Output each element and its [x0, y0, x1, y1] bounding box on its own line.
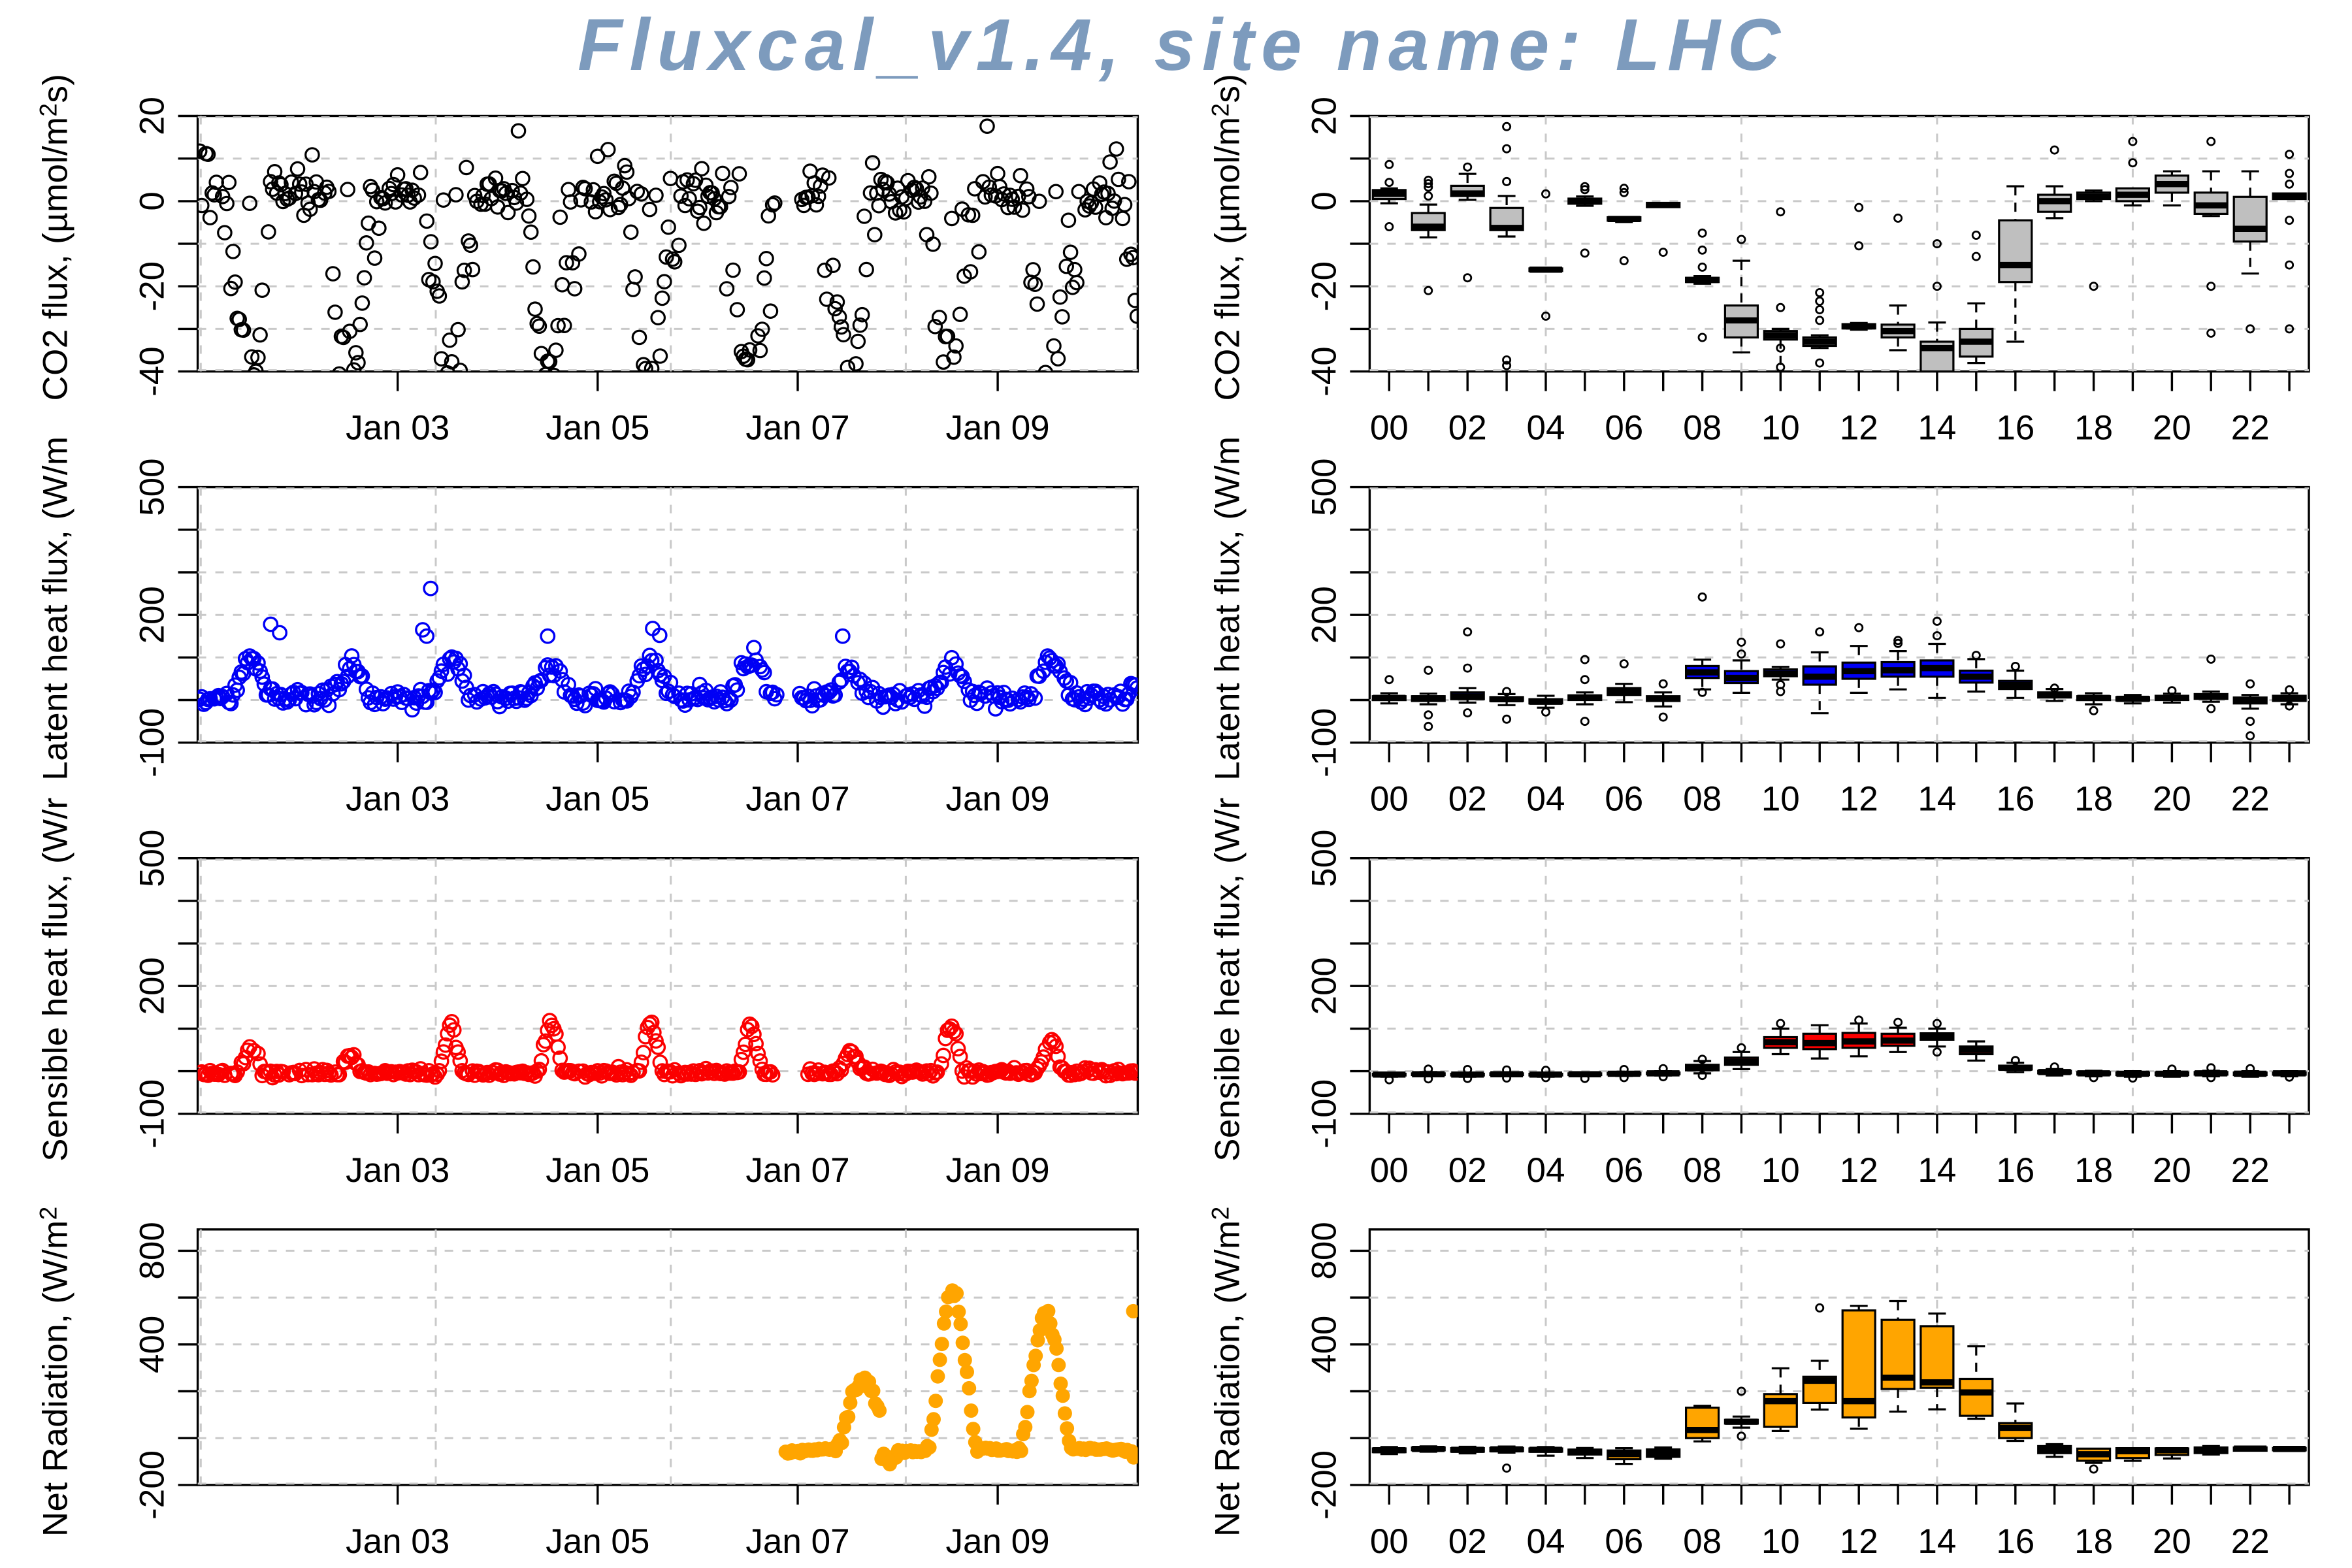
- svg-text:400: 400: [1305, 1316, 1343, 1373]
- svg-text:Jan 03: Jan 03: [346, 780, 449, 819]
- svg-text:02: 02: [1448, 409, 1487, 448]
- svg-text:Jan 05: Jan 05: [546, 409, 649, 448]
- svg-text:0: 0: [133, 191, 172, 210]
- svg-text:Jan 07: Jan 07: [745, 1151, 849, 1190]
- svg-text:04: 04: [1527, 1522, 1565, 1561]
- svg-text:10: 10: [1761, 1151, 1800, 1190]
- svg-text:16: 16: [1996, 1151, 2034, 1190]
- svg-text:Jan 07: Jan 07: [745, 1522, 849, 1561]
- svg-text:00: 00: [1370, 1522, 1409, 1561]
- svg-text:20: 20: [2153, 409, 2191, 448]
- svg-text:Latent heat flux, (W/m: Latent heat flux, (W/m: [37, 436, 75, 781]
- svg-text:06: 06: [1605, 780, 1643, 819]
- svg-text:22: 22: [2231, 409, 2270, 448]
- svg-text:18: 18: [2074, 1151, 2113, 1190]
- svg-text:Fluxcal_v1.4, site name: LHC: Fluxcal_v1.4, site name: LHC: [578, 4, 1788, 86]
- svg-text:12: 12: [1840, 1151, 1878, 1190]
- svg-text:14: 14: [1918, 1522, 1956, 1561]
- svg-text:06: 06: [1605, 409, 1643, 448]
- svg-text:14: 14: [1918, 409, 1956, 448]
- svg-text:04: 04: [1527, 409, 1565, 448]
- svg-text:-40: -40: [1305, 346, 1343, 397]
- svg-text:22: 22: [2231, 780, 2270, 819]
- svg-text:-100: -100: [133, 708, 172, 777]
- svg-text:16: 16: [1996, 409, 2034, 448]
- svg-text:-200: -200: [1305, 1450, 1343, 1520]
- svg-text:10: 10: [1761, 780, 1800, 819]
- svg-text:400: 400: [133, 1316, 172, 1373]
- svg-text:Jan 09: Jan 09: [946, 409, 1050, 448]
- svg-text:-200: -200: [133, 1450, 172, 1520]
- svg-text:Jan 07: Jan 07: [745, 409, 849, 448]
- svg-text:12: 12: [1840, 1522, 1878, 1561]
- svg-text:-20: -20: [1305, 261, 1343, 312]
- svg-text:08: 08: [1683, 409, 1722, 448]
- svg-text:200: 200: [1305, 957, 1343, 1015]
- svg-text:Latent heat flux, (W/m: Latent heat flux, (W/m: [1208, 436, 1247, 781]
- svg-text:08: 08: [1683, 1151, 1722, 1190]
- svg-text:Jan 03: Jan 03: [346, 1522, 449, 1561]
- svg-text:-40: -40: [133, 346, 172, 397]
- svg-text:Jan 05: Jan 05: [546, 780, 649, 819]
- svg-text:Jan 05: Jan 05: [546, 1151, 649, 1190]
- svg-text:Net Radiation, (W/m2: Net Radiation, (W/m2: [1207, 1206, 1247, 1537]
- svg-text:20: 20: [1305, 97, 1343, 135]
- svg-text:Net Radiation, (W/m2: Net Radiation, (W/m2: [35, 1206, 75, 1537]
- svg-text:Jan 09: Jan 09: [946, 780, 1050, 819]
- svg-text:500: 500: [1305, 458, 1343, 515]
- svg-text:500: 500: [133, 458, 172, 515]
- svg-text:10: 10: [1761, 409, 1800, 448]
- svg-text:800: 800: [133, 1222, 172, 1279]
- svg-text:-20: -20: [133, 261, 172, 312]
- svg-text:08: 08: [1683, 780, 1722, 819]
- svg-text:22: 22: [2231, 1522, 2270, 1561]
- svg-text:200: 200: [133, 586, 172, 644]
- svg-text:14: 14: [1918, 1151, 1956, 1190]
- svg-text:12: 12: [1840, 780, 1878, 819]
- svg-text:22: 22: [2231, 1151, 2270, 1190]
- svg-text:20: 20: [133, 97, 172, 135]
- svg-text:200: 200: [1305, 586, 1343, 644]
- svg-text:0: 0: [1305, 191, 1343, 210]
- svg-text:200: 200: [133, 957, 172, 1015]
- svg-text:06: 06: [1605, 1151, 1643, 1190]
- svg-text:Sensible heat flux, (W/r: Sensible heat flux, (W/r: [37, 797, 75, 1161]
- svg-text:04: 04: [1527, 780, 1565, 819]
- svg-text:20: 20: [2153, 1522, 2191, 1561]
- svg-text:02: 02: [1448, 1151, 1487, 1190]
- svg-text:CO2 flux, (µmol/m2s): CO2 flux, (µmol/m2s): [1207, 74, 1247, 401]
- svg-text:16: 16: [1996, 780, 2034, 819]
- svg-text:00: 00: [1370, 1151, 1409, 1190]
- svg-text:14: 14: [1918, 780, 1956, 819]
- svg-text:12: 12: [1840, 409, 1878, 448]
- svg-text:500: 500: [1305, 829, 1343, 887]
- svg-text:02: 02: [1448, 1522, 1487, 1561]
- svg-text:20: 20: [2153, 780, 2191, 819]
- svg-text:Jan 09: Jan 09: [946, 1522, 1050, 1561]
- svg-text:Sensible heat flux, (W/r: Sensible heat flux, (W/r: [1208, 797, 1247, 1161]
- svg-text:-100: -100: [1305, 708, 1343, 777]
- svg-text:-100: -100: [1305, 1079, 1343, 1149]
- svg-text:10: 10: [1761, 1522, 1800, 1561]
- svg-text:Jan 09: Jan 09: [946, 1151, 1050, 1190]
- svg-text:Jan 03: Jan 03: [346, 409, 449, 448]
- svg-text:16: 16: [1996, 1522, 2034, 1561]
- svg-text:Jan 05: Jan 05: [546, 1522, 649, 1561]
- svg-text:18: 18: [2074, 1522, 2113, 1561]
- svg-text:18: 18: [2074, 409, 2113, 448]
- svg-text:CO2 flux, (µmol/m2s): CO2 flux, (µmol/m2s): [35, 74, 75, 401]
- svg-text:500: 500: [133, 829, 172, 887]
- svg-text:06: 06: [1605, 1522, 1643, 1561]
- svg-text:02: 02: [1448, 780, 1487, 819]
- svg-text:18: 18: [2074, 780, 2113, 819]
- svg-text:04: 04: [1527, 1151, 1565, 1190]
- svg-text:08: 08: [1683, 1522, 1722, 1561]
- svg-text:Jan 07: Jan 07: [745, 780, 849, 819]
- svg-text:00: 00: [1370, 780, 1409, 819]
- svg-text:Jan 03: Jan 03: [346, 1151, 449, 1190]
- svg-text:800: 800: [1305, 1222, 1343, 1279]
- svg-text:00: 00: [1370, 409, 1409, 448]
- svg-text:-100: -100: [133, 1079, 172, 1149]
- svg-text:20: 20: [2153, 1151, 2191, 1190]
